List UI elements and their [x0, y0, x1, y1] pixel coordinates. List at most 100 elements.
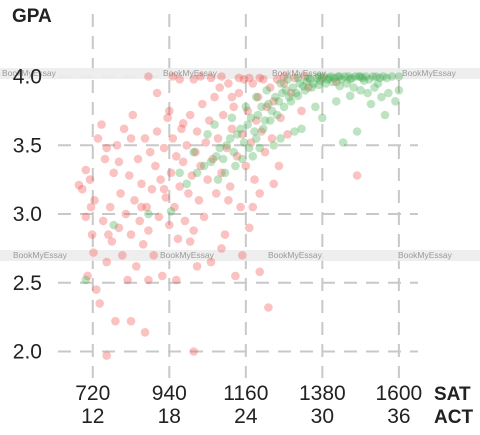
data-point: [265, 116, 275, 125]
watermark-bands: BookMyEssay BookMyEssay BookMyEssay BookMyE…: [0, 68, 480, 261]
data-point: [93, 134, 103, 143]
data-point: [199, 212, 209, 222]
data-point: [192, 168, 202, 178]
data-point: [394, 86, 404, 95]
data-point: [159, 184, 169, 194]
data-point: [290, 127, 299, 136]
data-point: [173, 234, 183, 244]
data-point: [272, 75, 282, 84]
data-point: [126, 316, 136, 326]
data-point: [81, 275, 91, 285]
data-point: [239, 75, 249, 84]
data-point: [213, 134, 223, 143]
data-point: [206, 157, 216, 167]
data-point: [342, 79, 352, 88]
data-point: [175, 75, 184, 84]
data-point: [316, 76, 325, 85]
data-point: [245, 143, 254, 153]
data-point: [107, 237, 117, 246]
data-point: [245, 223, 254, 233]
data-point: [95, 299, 104, 308]
data-point: [382, 73, 392, 83]
data-point: [238, 130, 247, 139]
data-point: [274, 161, 284, 171]
data-point: [126, 134, 136, 143]
data-point: [217, 168, 226, 178]
data-point: [137, 202, 146, 212]
data-point: [330, 73, 339, 83]
data-point: [354, 72, 364, 81]
data-point: [87, 230, 97, 239]
data-point: [352, 171, 362, 180]
data-point: [319, 72, 329, 81]
data-point: [118, 251, 127, 260]
data-point: [147, 184, 157, 194]
data-point: [208, 154, 218, 164]
data-point: [128, 110, 138, 120]
data-point: [394, 72, 404, 81]
x-tick-label-sat: 1160: [223, 382, 268, 405]
watermark-text: BookMyEssay: [13, 250, 68, 260]
data-point: [206, 257, 216, 267]
data-point: [111, 316, 120, 326]
y-axis-title: GPA: [12, 6, 52, 27]
watermark-text: BookMyEssay: [160, 250, 215, 260]
data-point: [323, 75, 332, 84]
data-point: [279, 72, 289, 81]
data-point: [257, 127, 266, 136]
data-point: [255, 73, 264, 83]
data-point: [175, 182, 184, 191]
data-point: [349, 83, 359, 92]
data-point: [365, 75, 374, 84]
data-point: [286, 88, 296, 98]
data-point: [258, 124, 268, 134]
x-tick-label-sat: 1380: [299, 382, 346, 405]
data-point: [140, 134, 150, 143]
data-point: [86, 202, 96, 212]
data-point: [133, 154, 143, 164]
data-point: [222, 143, 231, 153]
data-point: [138, 240, 148, 249]
data-point: [321, 79, 331, 88]
data-point: [152, 88, 162, 98]
data-point: [276, 113, 285, 123]
watermark-band-1: [0, 250, 480, 261]
watermark-text: BookMyEssay: [402, 68, 457, 78]
data-point: [271, 92, 280, 102]
data-point: [257, 102, 266, 112]
data-point: [243, 106, 252, 116]
data-point: [121, 209, 131, 219]
x-tick-label-sat: 720: [75, 382, 110, 405]
data-point: [218, 154, 228, 164]
data-point: [293, 91, 303, 101]
y-tick-label: 2.0: [13, 341, 42, 364]
data-point: [262, 86, 272, 95]
data-point: [377, 92, 386, 102]
data-point: [380, 110, 390, 120]
data-point: [217, 244, 226, 253]
data-point: [335, 81, 345, 91]
data-point: [363, 88, 372, 98]
data-point: [251, 134, 261, 143]
data-point: [269, 179, 279, 189]
data-point: [335, 72, 345, 81]
data-point: [269, 141, 279, 150]
data-point: [130, 196, 139, 205]
data-point: [144, 275, 153, 285]
y-tick-label: 2.5: [13, 272, 42, 295]
data-point: [318, 113, 327, 123]
data-point: [372, 72, 381, 81]
data-point: [152, 127, 162, 136]
data-point: [292, 88, 301, 98]
data-point: [220, 230, 230, 239]
data-point: [215, 143, 224, 153]
data-point: [391, 97, 400, 106]
data-point: [250, 175, 259, 184]
data-point: [170, 202, 179, 212]
x-tick-label-act: 12: [81, 405, 104, 428]
data-point: [278, 88, 287, 98]
data-point: [132, 262, 141, 271]
data-point: [213, 175, 223, 184]
data-point: [210, 120, 219, 129]
data-point: [311, 102, 320, 112]
